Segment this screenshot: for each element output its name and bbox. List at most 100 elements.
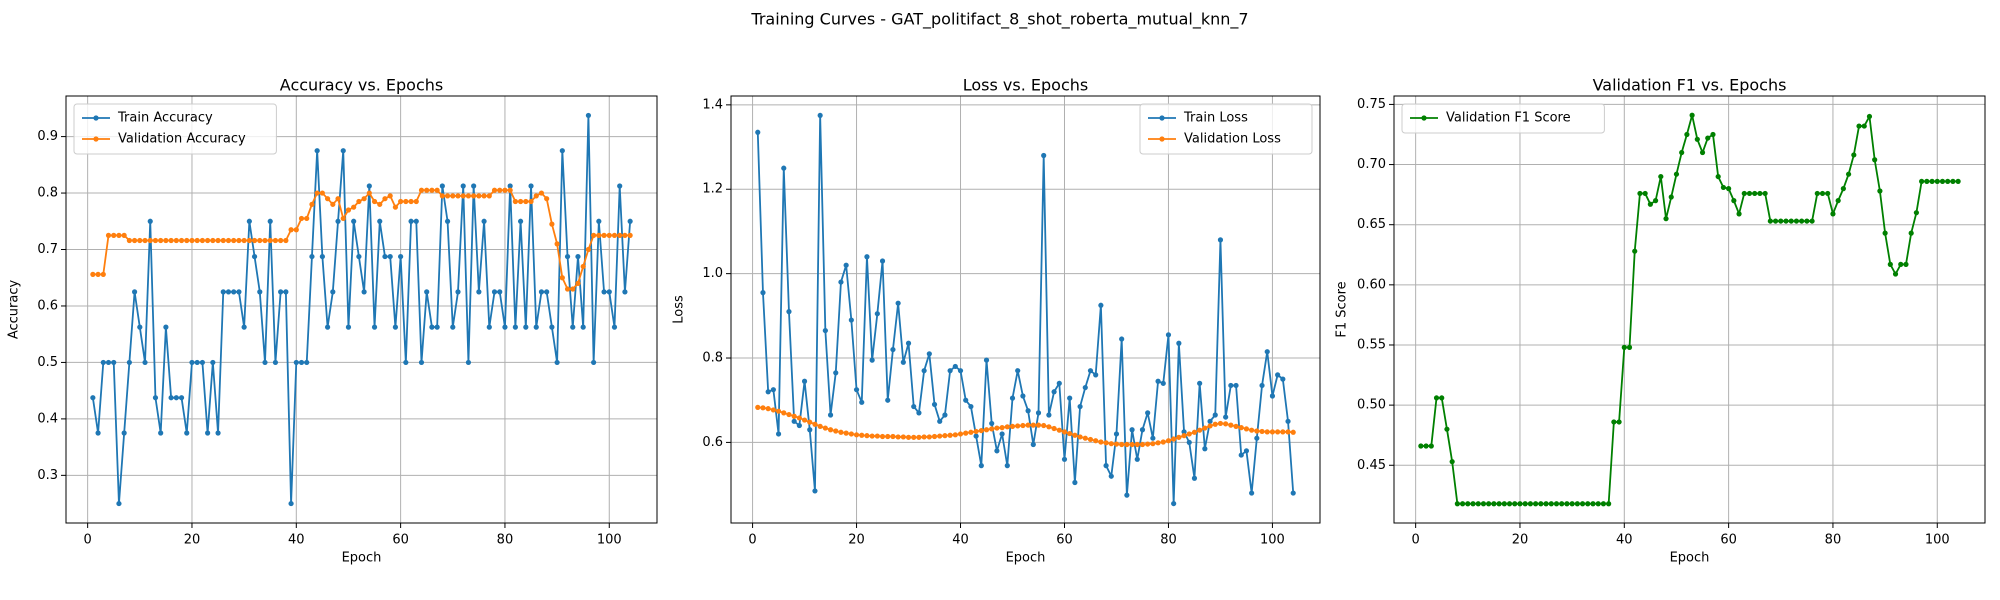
data-point [1861,123,1867,129]
data-point [345,324,352,330]
data-point [314,190,320,196]
data-point [1819,190,1826,197]
legend-marker [1421,115,1427,121]
data-point [1752,190,1758,197]
data-point [95,271,101,277]
y-tick-label: 0.50 [1357,398,1386,413]
data-point [324,196,331,202]
x-tick-label: 0 [1412,533,1420,548]
data-point [1564,501,1570,507]
data-point [1275,429,1281,435]
data-point [1444,426,1450,432]
data-point [968,403,974,410]
data-point [848,431,854,437]
x-tick-label: 80 [1825,533,1842,548]
y-tick-label: 0.70 [1357,157,1386,172]
data-point [398,198,404,205]
y-tick-label: 0.5 [37,355,58,370]
data-point [418,187,425,193]
data-point [833,428,839,434]
data-point [319,253,325,260]
data-point [288,227,294,233]
data-point [267,237,273,244]
data-point [460,193,466,199]
data-point [1046,412,1052,418]
data-point [371,324,378,330]
data-point [931,433,938,440]
data-point [142,237,148,244]
data-point [278,237,284,244]
data-point [812,421,818,427]
data-point [1621,344,1627,350]
data-point [1903,261,1909,267]
y-tick-label: 0.9 [37,129,58,144]
data-point [601,289,607,295]
data-point [937,433,943,439]
axes-frame [730,95,1321,524]
axes-title: Loss vs. Epochs [963,76,1088,95]
data-point [1543,501,1549,507]
data-point [314,148,320,154]
data-point [210,359,216,366]
data-point [471,193,477,199]
data-point [1264,429,1270,435]
data-point [486,324,492,330]
data-point [1134,441,1140,448]
data-point [1139,427,1146,433]
data-point [371,198,378,205]
data-point [596,232,602,238]
data-point [1626,344,1633,350]
data-point [1731,198,1737,204]
data-point [1793,218,1800,224]
data-point [874,311,880,317]
data-point [387,193,393,199]
data-point [1757,190,1763,197]
data-point [205,430,211,436]
data-point [387,253,393,260]
data-point [1009,423,1016,429]
data-point [1165,332,1172,338]
data-point [554,359,560,366]
data-point [1124,441,1130,448]
data-point [627,232,633,238]
data-point [335,218,341,224]
data-point [911,434,917,440]
data-point [465,359,472,366]
data-point [231,289,237,295]
data-point [1217,237,1224,243]
legend-box [1401,103,1605,134]
data-point [1637,190,1643,197]
data-point [460,183,466,189]
data-point [575,253,581,260]
data-point [304,359,310,366]
data-point [1004,424,1010,430]
y-tick-label: 0.7 [37,242,58,257]
data-point [869,433,875,439]
data-point [507,183,513,189]
data-point [1249,427,1255,433]
plot-area [1394,96,1985,523]
data-point [559,275,565,281]
data-point [220,237,226,244]
data-point [869,357,875,363]
data-point [424,187,430,193]
data-point [968,429,974,435]
data-point [173,395,179,401]
x-tick-label: 80 [497,533,514,548]
data-point [1025,408,1031,414]
data-point [973,428,979,435]
data-point [1176,434,1182,440]
y-tick-label: 1.0 [702,266,723,281]
data-point [999,431,1005,437]
data-point [1934,178,1940,184]
data-point [309,201,315,207]
data-point [377,201,383,207]
data-point [781,165,787,171]
data-point [1025,422,1031,428]
data-point [1533,501,1539,507]
data-point [564,253,571,260]
data-point [1668,194,1674,200]
data-point [340,215,346,222]
data-point [1035,410,1042,416]
